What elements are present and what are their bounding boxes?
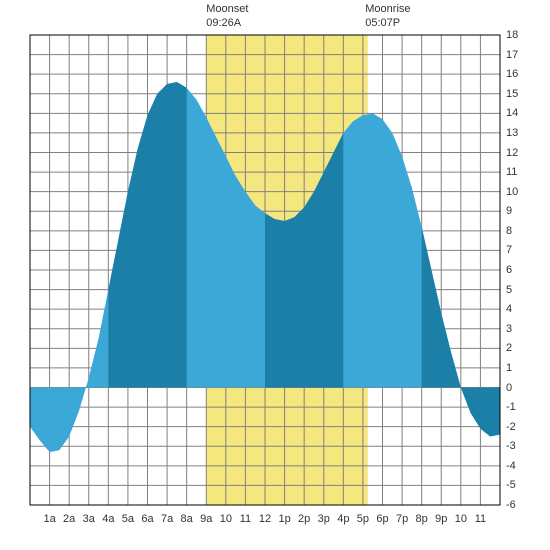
x-tick-label: 12 [259, 513, 271, 525]
x-tick-label: 7a [161, 513, 173, 525]
annotation-time: 05:07P [365, 16, 410, 30]
y-tick-label: 1 [506, 362, 512, 374]
x-tick-label: 4p [337, 513, 349, 525]
y-tick-label: 9 [506, 205, 512, 217]
x-tick-label: 7p [396, 513, 408, 525]
y-tick-label: 12 [506, 147, 518, 159]
y-tick-label: 6 [506, 264, 512, 276]
y-tick-label: 7 [506, 244, 512, 256]
x-tick-label: 10 [455, 513, 467, 525]
y-tick-label: -6 [506, 499, 516, 511]
y-tick-label: 10 [506, 186, 518, 198]
annotation-time: 09:26A [206, 16, 248, 30]
y-tick-label: 3 [506, 323, 512, 335]
y-tick-label: 17 [506, 49, 518, 61]
x-tick-label: 11 [240, 513, 251, 525]
chart-svg [0, 0, 550, 550]
y-tick-label: -5 [506, 479, 516, 491]
y-tick-label: 8 [506, 225, 512, 237]
x-tick-label: 5a [122, 513, 134, 525]
y-tick-label: -3 [506, 440, 516, 452]
y-tick-label: 4 [506, 303, 512, 315]
moon-annotation: Moonset09:26A [206, 2, 248, 31]
y-tick-label: -4 [506, 460, 516, 472]
tide-chart: Moonset09:26A Moonrise05:07P 1a 2a 3a 4a 5a 6a 7… [0, 0, 550, 550]
x-tick-label: 3p [318, 513, 330, 525]
y-tick-label: 11 [506, 166, 517, 178]
x-tick-label: 2p [298, 513, 310, 525]
y-tick-label: 15 [506, 88, 518, 100]
x-tick-label: 8p [416, 513, 428, 525]
moon-annotation: Moonrise05:07P [365, 2, 410, 31]
y-tick-label: 0 [506, 382, 512, 394]
y-tick-label: 5 [506, 284, 512, 296]
x-tick-label: 8a [181, 513, 193, 525]
x-tick-label: 10 [220, 513, 232, 525]
x-tick-label: 5p [357, 513, 369, 525]
x-tick-label: 11 [475, 513, 486, 525]
annotation-label: Moonset [206, 2, 248, 16]
x-tick-label: 3a [83, 513, 95, 525]
y-tick-label: 18 [506, 29, 518, 41]
x-tick-label: 2a [63, 513, 75, 525]
y-tick-label: 16 [506, 68, 518, 80]
x-tick-label: 6a [141, 513, 153, 525]
x-tick-label: 6p [376, 513, 388, 525]
y-tick-label: -1 [506, 401, 516, 413]
annotation-label: Moonrise [365, 2, 410, 16]
x-tick-label: 4a [102, 513, 114, 525]
x-tick-label: 1p [278, 513, 290, 525]
x-tick-label: 1a [43, 513, 55, 525]
x-tick-label: 9a [200, 513, 212, 525]
y-tick-label: 13 [506, 127, 518, 139]
x-tick-label: 9p [435, 513, 447, 525]
y-tick-label: 2 [506, 342, 512, 354]
y-tick-label: -2 [506, 421, 516, 433]
y-tick-label: 14 [506, 107, 518, 119]
